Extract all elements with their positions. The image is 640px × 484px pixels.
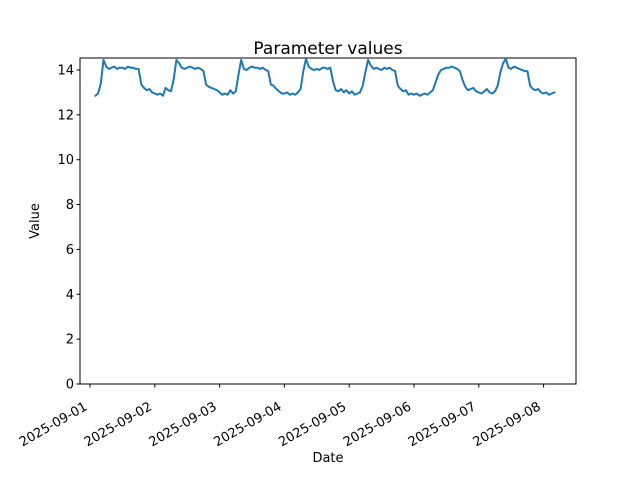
x-tick-label: 2025-09-01 — [17, 399, 90, 450]
x-tick-label: 2025-09-07 — [406, 399, 479, 450]
y-tick-label: 14 — [57, 63, 74, 78]
x-axis-ticks: 2025-09-012025-09-022025-09-032025-09-04… — [17, 384, 545, 450]
y-tick-label: 10 — [57, 153, 74, 168]
x-axis-label: Date — [312, 451, 343, 466]
y-tick-label: 2 — [66, 333, 74, 348]
y-tick-label: 8 — [66, 198, 74, 213]
y-tick-label: 4 — [66, 288, 74, 303]
y-axis-ticks: 0 2 4 6 8 10 12 14 — [57, 63, 80, 393]
plot-area-border — [79, 57, 577, 385]
x-tick-label: 2025-09-05 — [276, 399, 349, 450]
y-tick-label: 6 — [66, 243, 74, 258]
data-series-line — [94, 57, 556, 97]
x-tick-label: 2025-09-04 — [211, 399, 284, 450]
x-tick-label: 2025-09-08 — [471, 399, 544, 450]
chart-title: Parameter values — [253, 39, 402, 59]
y-tick-label: 12 — [57, 108, 74, 123]
x-tick-label: 2025-09-03 — [147, 399, 220, 450]
x-tick-label: 2025-09-02 — [82, 399, 155, 450]
y-tick-label: 0 — [66, 378, 74, 393]
x-tick-label: 2025-09-06 — [341, 399, 414, 450]
y-axis-label: Value — [28, 203, 43, 239]
